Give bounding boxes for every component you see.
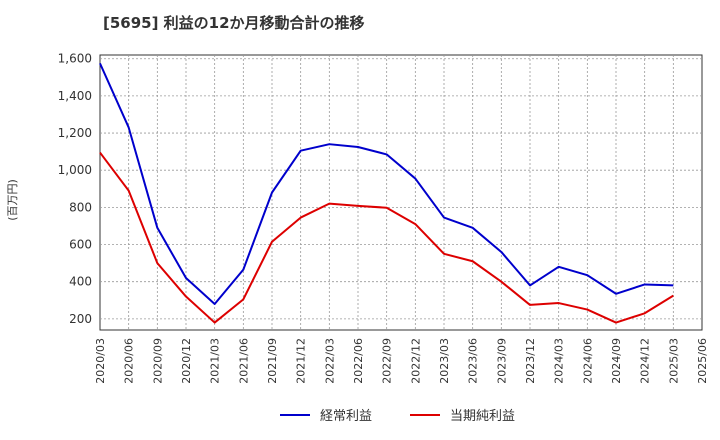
- x-tick-label: 2021/09: [266, 338, 279, 384]
- x-tick-label: 2024/12: [639, 338, 652, 384]
- y-tick-label: 1,600: [58, 52, 92, 66]
- series-line-1: [99, 62, 674, 305]
- x-tick-label: 2022/12: [409, 338, 422, 384]
- x-tick-label: 2022/03: [323, 338, 336, 384]
- y-tick-label: 1,400: [58, 89, 92, 103]
- y-tick-label: 200: [69, 312, 92, 326]
- x-tick-label: 2024/03: [553, 338, 566, 384]
- x-tick-label: 2020/09: [151, 338, 164, 384]
- x-tick-label: 2022/09: [381, 338, 394, 384]
- y-axis-label: (百万円): [6, 179, 19, 221]
- x-tick-label: 2023/09: [495, 338, 508, 384]
- y-tick-label: 800: [69, 200, 92, 214]
- x-tick-label: 2022/06: [352, 338, 365, 384]
- x-tick-label: 2024/09: [610, 338, 623, 384]
- y-tick-label: 400: [69, 275, 92, 289]
- x-tick-label: 2020/12: [180, 338, 193, 384]
- x-tick-label: 2021/03: [209, 338, 222, 384]
- chart-title: [5695] 利益の12か月移動合計の推移: [103, 14, 365, 32]
- x-tick-label: 2021/12: [295, 338, 308, 384]
- x-tick-label: 2023/03: [438, 338, 451, 384]
- legend-label-1: 経常利益: [320, 409, 372, 424]
- x-tick-label: 2023/12: [524, 338, 537, 384]
- y-tick-label: 1,000: [58, 163, 92, 177]
- x-tick-label: 2025/06: [696, 338, 709, 384]
- series-line-2: [99, 151, 674, 324]
- legend-label-2: 当期純利益: [450, 409, 515, 424]
- x-tick-label: 2023/06: [467, 338, 480, 384]
- x-tick-label: 2020/06: [123, 338, 136, 384]
- x-tick-label: 2025/03: [667, 338, 680, 384]
- y-tick-label: 1,200: [58, 126, 92, 140]
- y-tick-label: 600: [69, 238, 92, 252]
- x-tick-label: 2024/06: [581, 338, 594, 384]
- x-tick-label: 2020/03: [94, 338, 107, 384]
- x-tick-label: 2021/06: [237, 338, 250, 384]
